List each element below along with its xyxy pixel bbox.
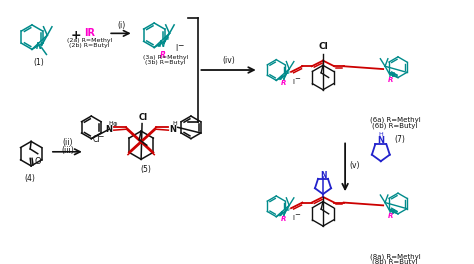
Text: (5): (5) [140,164,151,173]
Text: Ṙ: Ṙ [160,51,166,60]
Text: R: R [388,213,393,219]
Text: IR: IR [84,28,95,38]
Text: R: R [281,80,286,86]
Text: ⊕: ⊕ [112,122,117,128]
Text: R: R [281,216,286,222]
Text: (ii): (ii) [63,138,73,147]
Text: N: N [159,40,165,49]
Text: O: O [35,157,42,166]
Text: R: R [388,77,393,83]
Text: I: I [292,79,294,85]
Text: H: H [109,121,113,126]
Text: H: H [173,121,177,126]
Text: Cl: Cl [138,113,147,122]
Text: Cl: Cl [92,135,100,144]
Text: N: N [389,72,394,78]
Text: ⊕: ⊕ [285,207,290,212]
Text: (6b) R=Butyl: (6b) R=Butyl [372,122,418,129]
Text: (2b) R=Butyl: (2b) R=Butyl [69,44,109,49]
Text: (8b) R=Butyl: (8b) R=Butyl [372,259,418,264]
Text: −: − [294,212,300,218]
Text: I: I [175,44,177,53]
Text: N: N [280,75,285,81]
Text: Cl: Cl [318,42,328,51]
Text: (6a) R=Methyl: (6a) R=Methyl [370,117,420,123]
Text: −: − [294,76,300,82]
Text: (i): (i) [117,21,126,30]
Text: H: H [378,132,383,137]
Text: N: N [36,43,42,51]
Text: (v): (v) [350,161,360,170]
Text: N: N [389,209,394,215]
Text: (4): (4) [25,174,36,183]
Text: (8a) R=Methyl: (8a) R=Methyl [370,253,420,260]
Text: (7): (7) [394,135,405,144]
Text: (3b) R=Butyl: (3b) R=Butyl [146,60,186,65]
Text: (iii): (iii) [62,146,74,155]
Text: N: N [280,211,285,218]
Text: −: − [98,133,104,142]
Text: ⊕: ⊕ [285,70,290,76]
Text: N: N [106,125,113,134]
Text: (2a) R=Methyl: (2a) R=Methyl [67,38,112,43]
Text: I: I [292,215,294,221]
Text: −: − [177,41,183,50]
Text: N: N [170,125,177,134]
Text: (iv): (iv) [222,56,235,65]
Text: ⊕: ⊕ [164,36,169,41]
Text: (1): (1) [33,58,44,67]
Text: (3a) R=Methyl: (3a) R=Methyl [143,55,188,60]
Text: N: N [320,171,326,180]
Text: N: N [377,136,384,145]
Text: +: + [71,29,82,42]
